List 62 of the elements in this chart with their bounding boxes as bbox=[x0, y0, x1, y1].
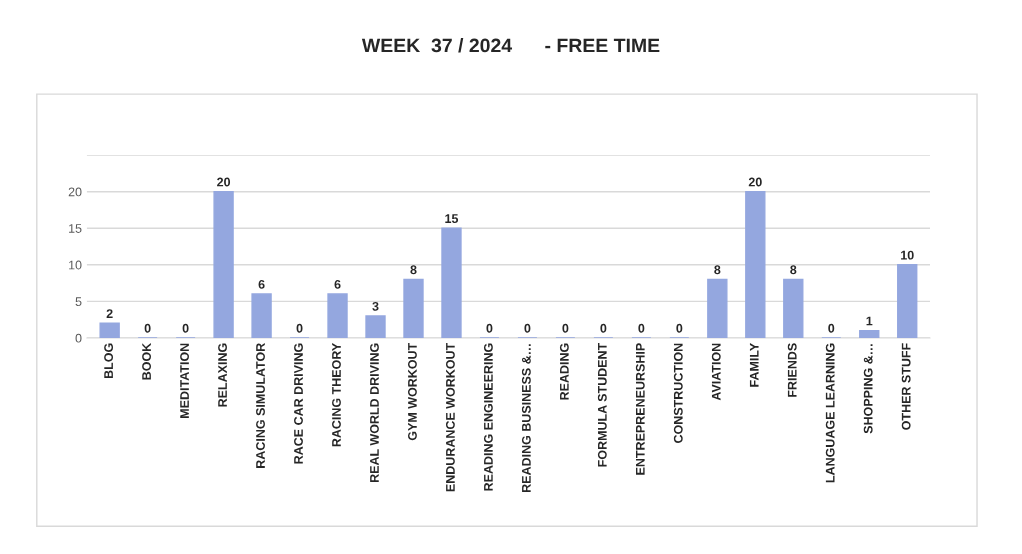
bar bbox=[251, 293, 272, 338]
data-label: 0 bbox=[486, 323, 493, 333]
bar bbox=[859, 329, 880, 338]
y-tick-label: 20 bbox=[68, 187, 82, 197]
data-label: 15 bbox=[445, 214, 459, 223]
data-label: 10 bbox=[901, 250, 914, 260]
x-tick-label: READING ENGINEERING bbox=[483, 343, 493, 491]
x-tick-label: READING BUSINESS &… bbox=[521, 344, 531, 492]
bar bbox=[783, 278, 804, 338]
x-tick-label: ENTREPRENEURSHIP bbox=[635, 343, 645, 475]
x-tick-label: SHOPPING &… bbox=[863, 344, 873, 434]
data-label: 0 bbox=[182, 323, 189, 333]
bar bbox=[327, 293, 348, 338]
x-tick-label: BOOK bbox=[142, 342, 151, 380]
x-tick-label: READING bbox=[559, 343, 569, 400]
data-label: 8 bbox=[790, 265, 797, 275]
data-label: 1 bbox=[866, 316, 873, 326]
data-label: 6 bbox=[334, 279, 341, 289]
bar bbox=[897, 264, 918, 338]
data-label: 20 bbox=[748, 177, 762, 187]
data-label: 0 bbox=[524, 323, 531, 333]
x-tick-label: ENDURANCE WORKOUT bbox=[445, 342, 455, 492]
bar bbox=[365, 315, 386, 338]
bar bbox=[441, 227, 462, 338]
x-tick-label: RACING THEORY bbox=[332, 343, 341, 447]
bar bbox=[707, 278, 728, 338]
bar bbox=[745, 190, 766, 338]
x-tick-label: REAL WORLD DRIVING bbox=[370, 343, 379, 483]
x-tick-label: AVIATION bbox=[711, 343, 721, 401]
y-tick-label: 0 bbox=[75, 333, 82, 343]
data-label: 3 bbox=[372, 301, 379, 311]
bar bbox=[99, 322, 120, 338]
data-label: 0 bbox=[676, 323, 683, 333]
data-label: 2 bbox=[106, 309, 113, 318]
data-label: 8 bbox=[714, 265, 721, 275]
y-tick-label: 15 bbox=[69, 224, 82, 233]
data-label: 0 bbox=[296, 323, 303, 333]
data-label: 8 bbox=[410, 265, 417, 275]
x-tick-label: BLOG bbox=[104, 343, 114, 379]
x-tick-label: CONSTRUCTION bbox=[673, 343, 683, 443]
data-label: 0 bbox=[144, 323, 151, 333]
x-tick-label: OTHER STUFF bbox=[901, 343, 911, 430]
data-label: 0 bbox=[600, 323, 607, 333]
bar bbox=[213, 190, 234, 338]
data-label: 0 bbox=[828, 323, 835, 333]
x-tick-label: FORMULA STUDENT bbox=[597, 342, 607, 467]
x-tick-label: MEDITATION bbox=[180, 343, 189, 418]
y-tick-label: 10 bbox=[69, 260, 82, 270]
y-tick-label: 5 bbox=[75, 297, 82, 307]
data-label: 0 bbox=[638, 323, 645, 333]
x-tick-label: LANGUAGE LEARNING bbox=[825, 343, 835, 483]
x-tick-label: RACE CAR DRIVING bbox=[294, 343, 303, 464]
data-label: 6 bbox=[258, 279, 265, 289]
x-tick-label: GYM WORKOUT bbox=[408, 342, 417, 441]
data-label: 0 bbox=[562, 323, 569, 333]
x-tick-label: RELAXING bbox=[218, 343, 227, 407]
chart-title: WEEK 37 / 2024 - FREE TIME bbox=[361, 38, 660, 53]
x-tick-label: RACING SIMULATOR bbox=[256, 343, 265, 468]
x-tick-label: FRIENDS bbox=[787, 343, 797, 397]
bar bbox=[403, 278, 424, 338]
x-tick-label: FAMILY bbox=[749, 343, 759, 387]
data-label: 20 bbox=[217, 177, 231, 187]
